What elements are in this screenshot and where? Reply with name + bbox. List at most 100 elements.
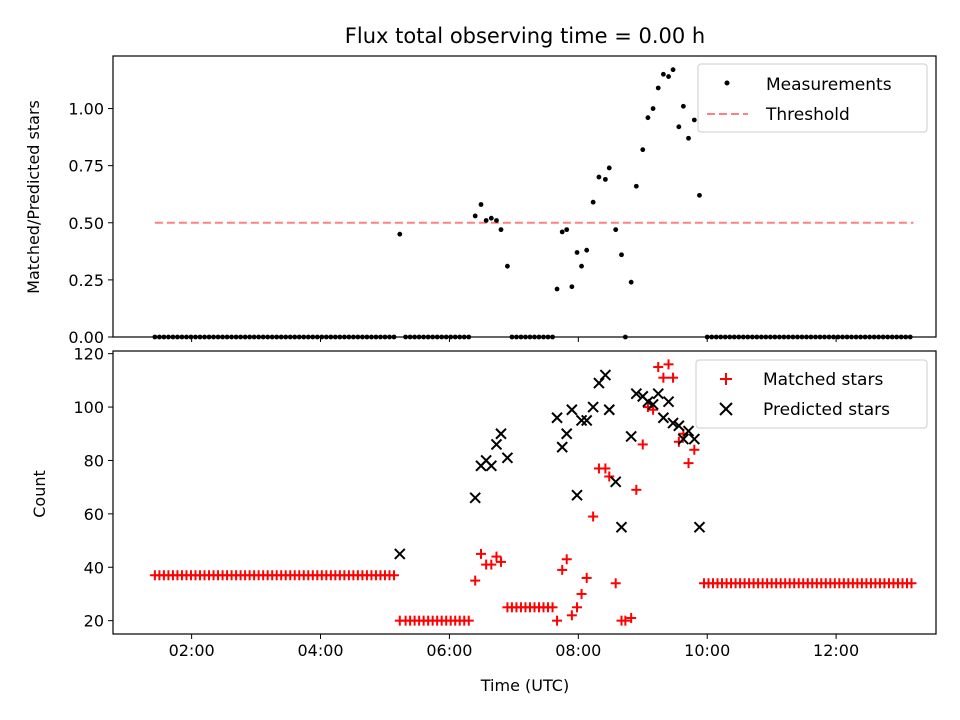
predicted-stars-point xyxy=(599,369,612,381)
matched-stars-point xyxy=(475,548,486,559)
predicted-stars-point xyxy=(647,398,659,411)
matched-stars-point xyxy=(668,372,679,383)
matched-stars-point xyxy=(637,439,648,450)
matched-stars-point xyxy=(463,615,474,626)
bottom-x-tick-label: 10:00 xyxy=(684,641,730,660)
predicted-stars-point xyxy=(556,441,568,453)
top-plot-frame xyxy=(112,55,937,338)
measurements-point xyxy=(650,106,656,111)
measurements-point xyxy=(691,117,697,123)
predicted-stars-point xyxy=(501,452,514,464)
predicted-stars-point xyxy=(551,412,563,424)
measurements-point xyxy=(488,215,494,221)
predicted-stars-point xyxy=(495,428,507,440)
matched-stars-point xyxy=(663,359,674,370)
predicted-stars-point xyxy=(575,414,588,427)
measurements-legend-marker xyxy=(724,80,730,86)
top-axes: 0.00 0.25 0.50 0.75 1.00 xyxy=(68,100,837,347)
predicted-stars-point xyxy=(688,433,701,445)
matched-stars-point xyxy=(673,436,684,447)
matched-stars-point xyxy=(547,602,558,613)
top-panel: 0.00 0.25 0.50 0.75 1.00 Matched/Predicted s… xyxy=(24,55,937,347)
predicted-stars-point xyxy=(693,521,706,533)
top-y-tick-label: 0.75 xyxy=(68,157,104,176)
predicted-stars-point xyxy=(662,396,675,408)
matched-stars-point xyxy=(683,458,694,469)
measurements-point xyxy=(498,227,504,233)
bottom-plot-frame xyxy=(112,350,937,635)
predicted-legend-marker xyxy=(719,402,733,416)
measurements-point xyxy=(554,286,560,292)
measurements-point xyxy=(640,147,646,153)
measurements-point xyxy=(494,218,499,223)
measurements-point xyxy=(660,71,666,77)
x-axis-label: Time (UTC) xyxy=(480,676,569,695)
predicted-stars-point xyxy=(593,377,605,389)
measurements-legend-label: Measurements xyxy=(766,75,892,95)
bottom-y-tick-label: 20 xyxy=(84,612,104,631)
bottom-axes: 02:00 04:00 06:00 08:00 10:00 12:00 20 40 60 80 10… xyxy=(73,345,859,660)
measurements-point xyxy=(697,192,702,198)
measurements-point xyxy=(505,263,510,269)
top-y-tick-label: 0.00 xyxy=(68,328,104,347)
bottom-plot-area xyxy=(149,359,917,626)
measurements-point xyxy=(472,213,478,219)
measurements-point xyxy=(613,227,619,233)
matched-stars-point xyxy=(561,554,572,565)
bottom-panel: 02:00 04:00 06:00 08:00 10:00 12:00 20 40 60 80 10… xyxy=(30,345,937,695)
predicted-stars-point xyxy=(652,388,664,400)
bottom-legend-box xyxy=(695,359,928,429)
predicted-stars-point xyxy=(625,430,637,443)
bottom-y-tick-label: 100 xyxy=(73,398,104,417)
chart-title: Flux total observing time = 0.00 h xyxy=(345,24,705,48)
matched-stars-point xyxy=(557,564,568,575)
matched-stars-point xyxy=(566,610,577,621)
matched-legend-label: Matched stars xyxy=(763,370,883,390)
matched-stars-point xyxy=(689,444,700,455)
measurements-point xyxy=(559,229,565,235)
bottom-y-axis-label: Count xyxy=(30,470,49,518)
measurements-point xyxy=(655,85,661,91)
measurements-point xyxy=(569,284,575,290)
measurements-point xyxy=(590,199,596,205)
predicted-stars-point xyxy=(667,417,679,429)
predicted-stars-point xyxy=(469,492,481,504)
measurements-point xyxy=(397,231,403,237)
measurements-point xyxy=(686,135,691,141)
predicted-legend-label: Predicted stars xyxy=(763,400,890,420)
predicted-stars-point xyxy=(561,428,573,440)
measurements-point xyxy=(670,67,676,73)
matched-stars-point xyxy=(491,551,502,562)
measurements-point xyxy=(633,183,639,189)
matched-stars-point xyxy=(572,602,583,613)
matched-stars-point xyxy=(486,559,497,570)
predicted-stars-point xyxy=(630,388,643,400)
matched-stars-point xyxy=(552,615,563,626)
matched-stars-point xyxy=(576,588,587,599)
measurements-point xyxy=(619,252,624,258)
matched-stars-point xyxy=(600,463,611,474)
matched-stars-point xyxy=(495,556,506,567)
predicted-stars-point xyxy=(657,412,670,424)
measurements-point xyxy=(579,263,584,269)
measurements-point xyxy=(574,250,580,255)
predicted-stars-point xyxy=(677,433,690,445)
matched-stars-point xyxy=(610,578,621,589)
matched-stars-point xyxy=(631,484,642,495)
threshold-legend-label: Threshold xyxy=(765,105,850,125)
matched-stars-point xyxy=(588,511,599,522)
bottom-x-tick-label: 02:00 xyxy=(169,641,215,660)
bottom-y-tick-label: 60 xyxy=(84,505,104,524)
predicted-stars-point xyxy=(580,414,593,427)
matched-stars-point xyxy=(626,612,637,623)
top-legend-box xyxy=(697,63,928,133)
measurements-point xyxy=(564,227,570,233)
bottom-x-tick-label: 12:00 xyxy=(813,641,859,660)
predicted-stars-point xyxy=(566,404,578,416)
matched-legend-marker xyxy=(720,373,732,385)
measurements-point xyxy=(680,103,686,109)
bottom-y-tick-label: 120 xyxy=(73,345,104,364)
measurements-point xyxy=(606,165,612,171)
matched-stars-point xyxy=(906,578,917,589)
measurements-point xyxy=(584,247,590,253)
